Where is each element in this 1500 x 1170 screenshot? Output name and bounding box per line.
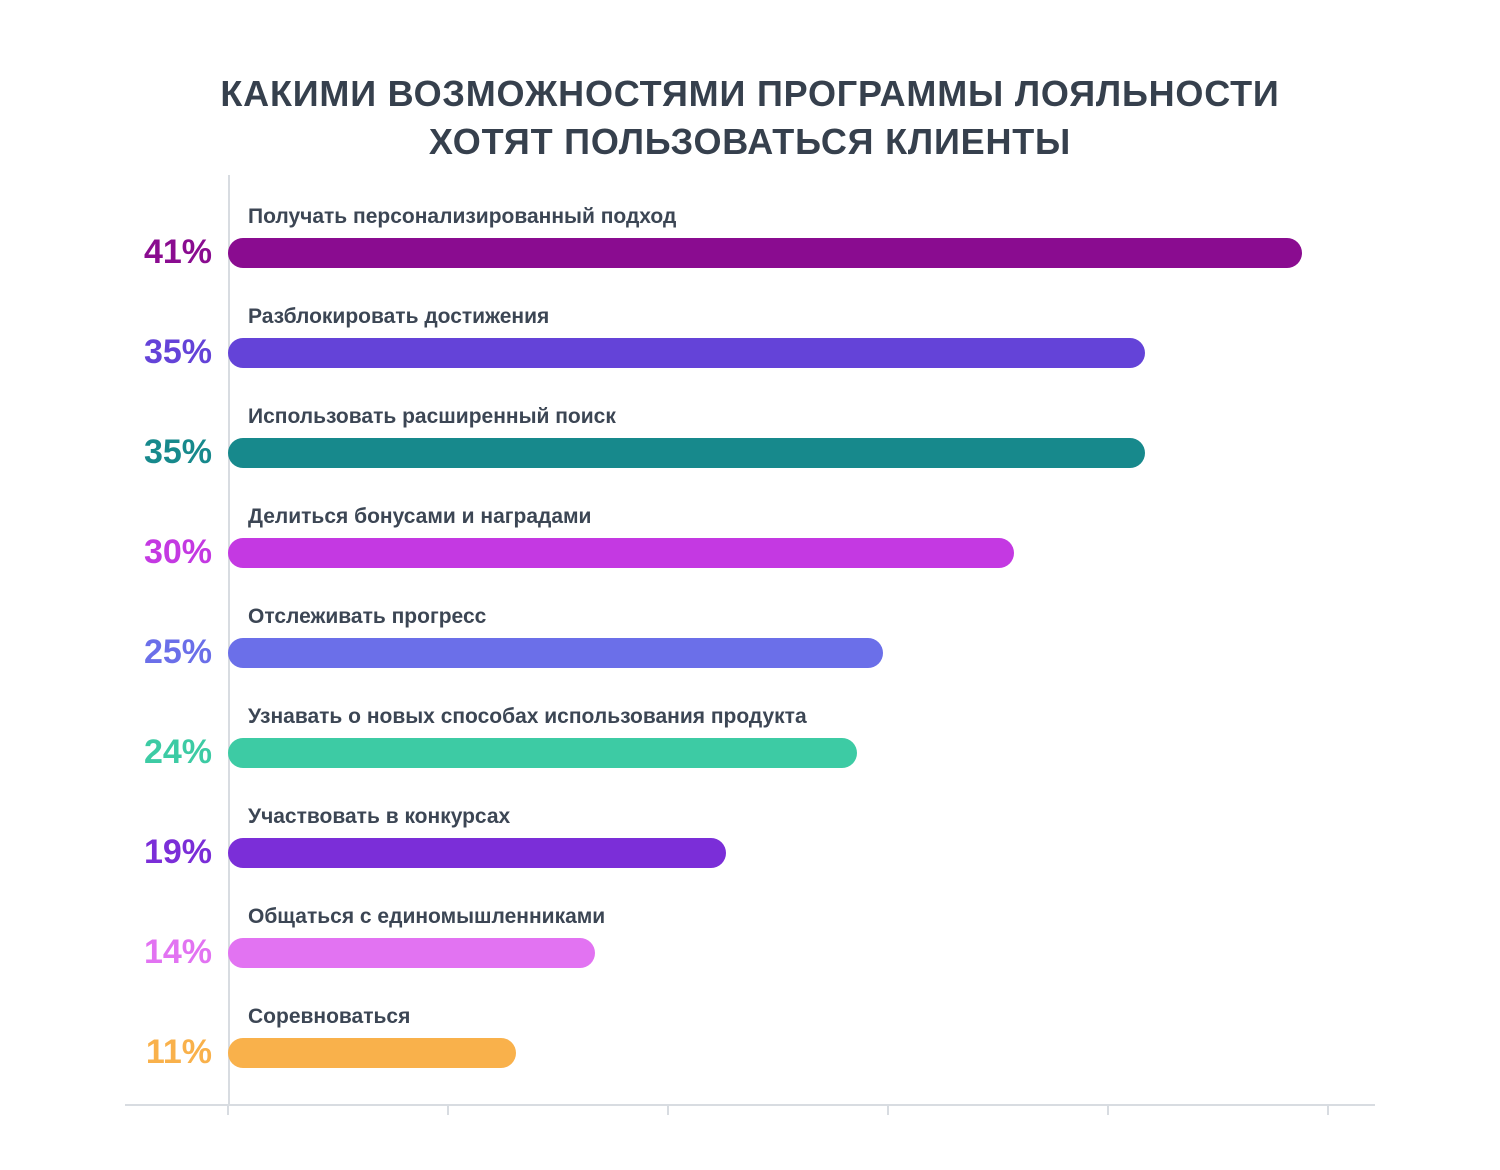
x-axis-tick — [227, 1104, 229, 1115]
bar — [228, 638, 883, 668]
bar-category-label: Общаться с единомышленниками — [248, 905, 606, 928]
bar-category-label: Получать персонализированный подход — [248, 205, 677, 228]
bar-row: 25% Отслеживать прогресс — [0, 604, 1500, 704]
chart-title-line-2: ХОТЯТ ПОЛЬЗОВАТЬСЯ КЛИЕНТЫ — [428, 121, 1072, 162]
bar — [228, 438, 1145, 468]
bar-rows: 41% Получать персонализированный подход … — [0, 204, 1500, 1104]
bar-category-label: Соревноваться — [248, 1005, 411, 1028]
bar-row: 14% Общаться с единомышленниками — [0, 904, 1500, 1004]
bar-value-label: 35% — [143, 433, 212, 471]
bar-category-label: Отслеживать прогресс — [248, 605, 487, 628]
bar-value-label: 14% — [143, 933, 212, 971]
bar-row: 41% Получать персонализированный подход — [0, 204, 1500, 304]
bar-category-label: Узнавать о новых способах использования … — [248, 705, 807, 728]
bar-category-label: Делиться бонусами и наградами — [248, 505, 592, 528]
bar-category-label: Разблокировать достижения — [248, 305, 550, 328]
bar-value-label: 30% — [143, 533, 212, 571]
bar-value-label: 19% — [143, 833, 212, 871]
bar-value-label: 24% — [143, 733, 212, 771]
x-axis-tick — [667, 1104, 669, 1115]
bar — [228, 538, 1014, 568]
bar — [228, 938, 595, 968]
bar-value-label: 11% — [145, 1033, 212, 1071]
bar-value-label: 25% — [143, 633, 212, 671]
x-axis-line — [125, 1104, 1375, 1106]
chart-title: КАКИМИ ВОЗМОЖНОСТЯМИ ПРОГРАММЫ ЛОЯЛЬНОСТ… — [0, 70, 1500, 166]
bar-category-label: Использовать расширенный поиск — [248, 405, 616, 428]
chart-title-line-1: КАКИМИ ВОЗМОЖНОСТЯМИ ПРОГРАММЫ ЛОЯЛЬНОСТ… — [220, 73, 1280, 114]
bar — [228, 238, 1302, 268]
x-axis-tick — [447, 1104, 449, 1115]
x-axis-tick — [1327, 1104, 1329, 1115]
bar — [228, 1038, 516, 1068]
bar-row: 30% Делиться бонусами и наградами — [0, 504, 1500, 604]
bar — [228, 738, 857, 768]
x-axis-tick — [887, 1104, 889, 1115]
bar-row: 35% Использовать расширенный поиск — [0, 404, 1500, 504]
bar-value-label: 41% — [143, 233, 212, 271]
bar-row: 24% Узнавать о новых способах использова… — [0, 704, 1500, 804]
y-axis-line — [228, 175, 230, 1105]
bar-row: 11% Соревноваться — [0, 1004, 1500, 1104]
x-axis-tick — [1107, 1104, 1109, 1115]
bar-row: 35% Разблокировать достижения — [0, 304, 1500, 404]
bar — [228, 838, 726, 868]
bar-value-label: 35% — [143, 333, 212, 371]
bar-row: 19% Участвовать в конкурсах — [0, 804, 1500, 904]
bar-category-label: Участвовать в конкурсах — [248, 805, 511, 828]
bar — [228, 338, 1145, 368]
